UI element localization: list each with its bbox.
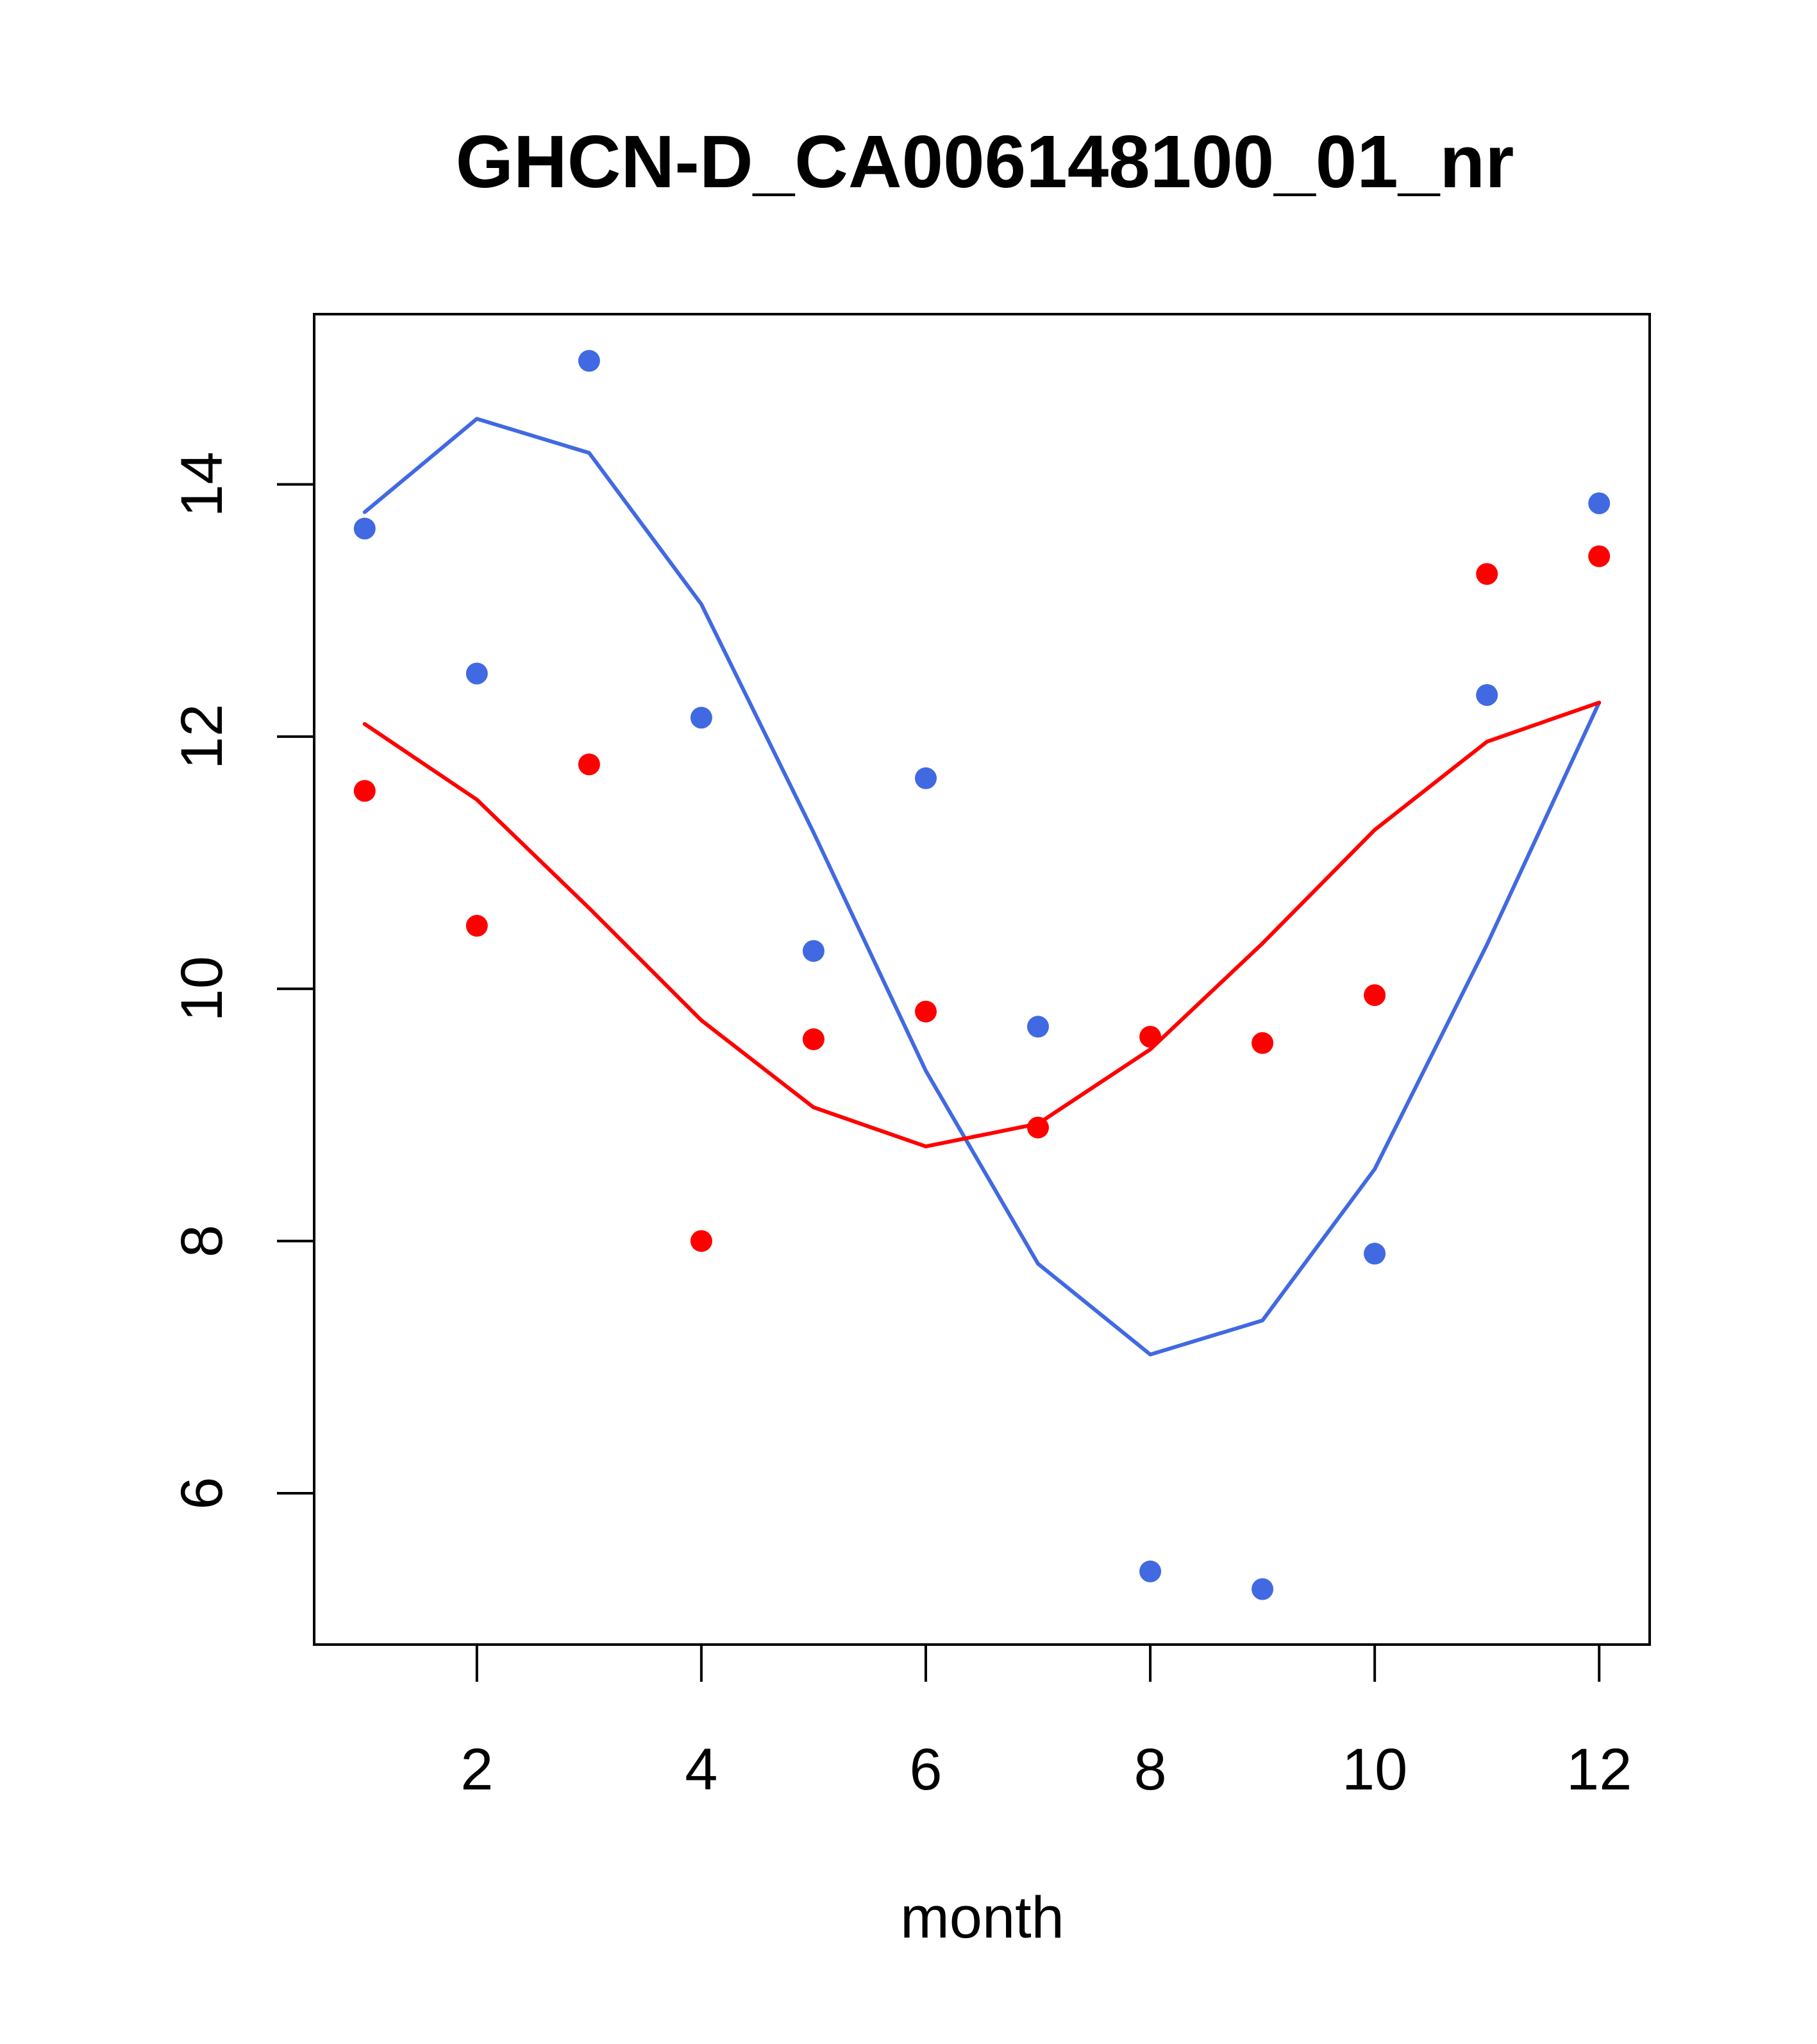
data-point-s1-3: [690, 1230, 712, 1252]
x-tick-label: 8: [1134, 1737, 1166, 1802]
series-line-3: [362, 700, 1602, 1149]
y-tick-label: 8: [169, 1225, 235, 1257]
x-tick-label: 12: [1566, 1737, 1632, 1802]
series-line-2: [362, 417, 1602, 1357]
x-axis: 2 4 6 8 10 12: [460, 1643, 1632, 1802]
data-point-s1-7: [1139, 1026, 1162, 1048]
data-point-s0-6: [1027, 1016, 1049, 1038]
x-tick-label: 2: [460, 1737, 493, 1802]
data-point-s0-11: [1588, 492, 1611, 514]
data-point-s1-2: [578, 753, 600, 776]
data-point-s1-4: [802, 1028, 825, 1050]
data-point-s0-4: [802, 940, 825, 962]
data-point-s1-8: [1252, 1032, 1274, 1054]
y-axis: 6 8 10 12 14: [169, 451, 315, 1510]
series-lines: [362, 417, 1602, 1357]
y-tick-label: 12: [169, 704, 235, 769]
data-point-s1-6: [1027, 1116, 1049, 1139]
data-point-s1-1: [465, 914, 488, 937]
x-tick-label: 10: [1342, 1737, 1407, 1802]
y-tick-label: 10: [169, 956, 235, 1021]
data-point-s1-10: [1476, 563, 1498, 585]
data-point-s0-7: [1139, 1560, 1162, 1582]
data-point-s0-1: [465, 662, 488, 685]
x-axis-label: month: [900, 1885, 1064, 1950]
data-point-s0-8: [1252, 1578, 1274, 1600]
data-point-s0-0: [353, 517, 376, 540]
data-point-s0-9: [1364, 1243, 1386, 1265]
data-point-s0-2: [578, 349, 600, 372]
x-tick-label: 4: [685, 1737, 717, 1802]
y-tick-label: 6: [169, 1477, 235, 1509]
chart-title: GHCN-D_CA006148100_01_nr: [456, 120, 1514, 203]
series-points: [353, 349, 1611, 1600]
data-point-s0-5: [915, 767, 937, 789]
data-point-s0-3: [690, 707, 712, 729]
data-point-s1-11: [1588, 545, 1611, 567]
y-tick-label: 14: [169, 451, 235, 517]
data-point-s0-10: [1476, 684, 1498, 706]
data-point-s1-9: [1364, 984, 1386, 1007]
data-point-s1-5: [915, 1000, 937, 1023]
x-tick-label: 6: [909, 1737, 942, 1802]
data-point-s1-0: [353, 780, 376, 802]
